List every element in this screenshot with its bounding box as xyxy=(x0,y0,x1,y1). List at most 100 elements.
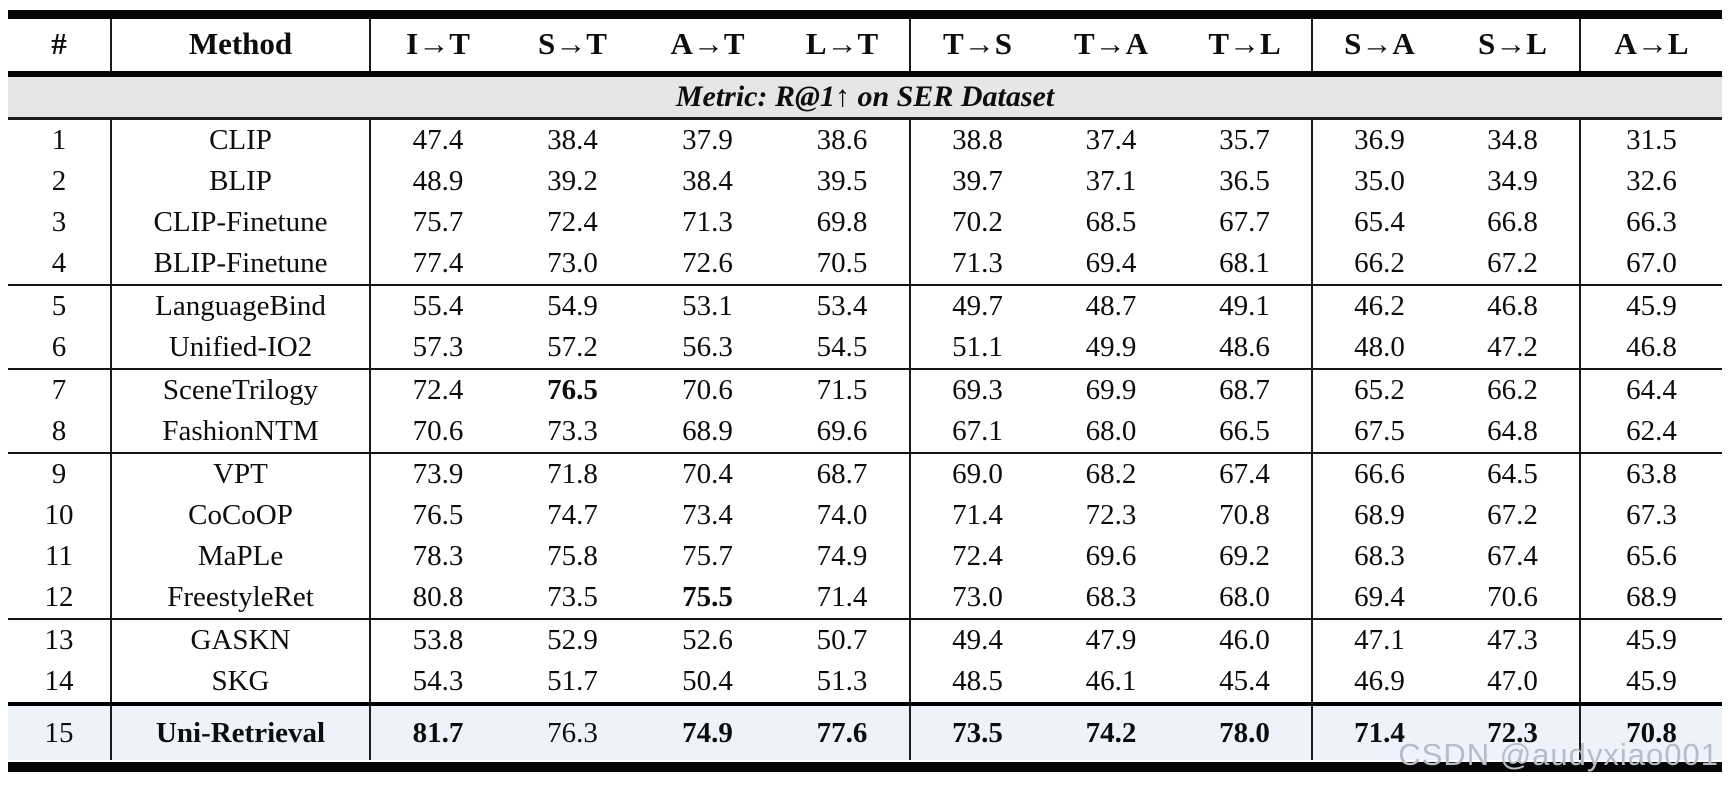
value-cell: 68.3 xyxy=(1354,540,1405,572)
value-cell: 46.9 xyxy=(1312,661,1446,706)
value-cell: 47.2 xyxy=(1446,327,1581,370)
col-header-s-t: S→T xyxy=(505,10,640,77)
row-num: 12 xyxy=(8,577,112,620)
value-cell: 70.8 xyxy=(1580,704,1722,760)
value-cell: 38.4 xyxy=(682,165,733,197)
results-table-container: # Method I→T S→T A→T L→T T→S T→A T→L S→A… xyxy=(8,10,1722,772)
method-cell: CLIP-Finetune xyxy=(111,202,371,243)
col-header-s-a: S→A xyxy=(1312,10,1446,77)
value-cell: 66.2 xyxy=(1446,369,1581,411)
metric-caption: Metric: R@1↑ on SER Dataset xyxy=(8,74,1722,120)
value-cell: 35.7 xyxy=(1178,118,1313,161)
value-cell: 38.6 xyxy=(775,118,911,161)
value-cell: 70.6 xyxy=(682,374,733,406)
value-cell: 57.3 xyxy=(370,327,505,370)
row-num: 13 xyxy=(8,619,112,661)
value-cell: 67.2 xyxy=(1446,243,1581,286)
value-cell: 68.3 xyxy=(1044,577,1178,620)
value-cell: 67.7 xyxy=(1178,202,1313,243)
value-cell: 75.7 xyxy=(412,206,464,238)
value-cell: 67.1 xyxy=(910,411,1044,454)
value-cell: 67.4 xyxy=(1446,536,1581,577)
value-cell: 68.7 xyxy=(775,453,911,495)
value-cell: 69.4 xyxy=(1312,577,1446,620)
value-cell: 67.2 xyxy=(1446,495,1581,536)
value-cell: 37.4 xyxy=(1085,124,1137,156)
value-cell: 53.4 xyxy=(775,285,911,327)
table-row: 14 SKG 54.3 51.7 50.4 51.3 48.5 46.1 45.4 46.9 47.… xyxy=(8,661,1722,706)
value-cell: 75.5 xyxy=(640,577,775,620)
value-cell: 70.6 xyxy=(1446,577,1581,620)
value-cell: 48.7 xyxy=(1085,290,1137,322)
row-num: 11 xyxy=(8,536,112,577)
col-header-l-t: L→T xyxy=(775,10,911,77)
value-cell: 69.4 xyxy=(1044,243,1178,286)
value-cell: 69.0 xyxy=(952,458,1003,490)
row-num: 2 xyxy=(8,161,112,202)
value-cell: 36.5 xyxy=(1178,161,1313,202)
value-cell: 49.9 xyxy=(1044,327,1178,370)
table-row: 1 CLIP 47.4 38.4 37.9 38.6 38.8 37.4 35.7 36.9 34.… xyxy=(8,118,1722,161)
value-cell: 68.9 xyxy=(1580,577,1722,620)
value-cell: 66.3 xyxy=(1626,206,1677,238)
method-cell: MaPLe xyxy=(111,536,371,577)
row-num: 7 xyxy=(8,369,112,411)
method-cell: Uni-Retrieval xyxy=(111,704,371,760)
table-row: 9 VPT 73.9 71.8 70.4 68.7 69.0 68.2 67.4 66.6 64.5… xyxy=(8,453,1722,495)
value-cell: 46.8 xyxy=(1580,327,1722,370)
value-cell: 46.0 xyxy=(1178,619,1313,661)
value-cell: 56.3 xyxy=(640,327,775,370)
method-cell: SKG xyxy=(111,661,371,706)
value-cell: 68.2 xyxy=(1085,458,1137,490)
method-cell: BLIP xyxy=(111,161,371,202)
value-cell: 70.4 xyxy=(682,458,733,490)
value-cell: 64.4 xyxy=(1626,374,1677,406)
value-cell: 51.1 xyxy=(910,327,1044,370)
value-cell: 45.4 xyxy=(1178,661,1313,706)
value-cell: 76.3 xyxy=(505,704,640,760)
value-cell: 50.4 xyxy=(640,661,775,706)
value-cell: 68.5 xyxy=(1085,206,1137,238)
value-cell: 69.6 xyxy=(775,411,911,454)
col-header-t-a: T→A xyxy=(1044,10,1178,77)
table-row: 7 SceneTrilogy 72.4 76.5 70.6 71.5 69.3 69.9 68.… xyxy=(8,369,1722,411)
value-cell: 67.4 xyxy=(1178,453,1313,495)
value-cell: 52.9 xyxy=(547,624,598,656)
value-cell: 71.4 xyxy=(952,499,1003,531)
value-cell: 78.0 xyxy=(1178,704,1313,760)
value-cell: 68.7 xyxy=(1178,369,1313,411)
value-cell: 71.3 xyxy=(682,206,733,238)
method-cell: GASKN xyxy=(111,619,371,661)
value-cell: 74.9 xyxy=(640,704,775,760)
value-cell: 36.9 xyxy=(1354,124,1405,156)
value-cell: 37.1 xyxy=(1085,165,1137,197)
col-header-method: Method xyxy=(111,10,371,77)
value-cell: 65.2 xyxy=(1354,374,1405,406)
row-num: 8 xyxy=(8,411,112,454)
value-cell: 74.7 xyxy=(547,499,598,531)
table-row: 15 Uni-Retrieval 81.7 76.3 74.9 77.6 73.5 74.2 7… xyxy=(8,704,1722,760)
value-cell: 69.2 xyxy=(1178,536,1313,577)
watermark: CSDN @audyxiao001 xyxy=(1398,737,1719,772)
value-cell: 39.5 xyxy=(775,161,911,202)
value-cell: 54.9 xyxy=(547,290,598,322)
value-cell: 68.0 xyxy=(1044,411,1178,454)
value-cell: 66.8 xyxy=(1446,202,1581,243)
value-cell: 34.9 xyxy=(1446,161,1581,202)
value-cell: 66.6 xyxy=(1354,458,1405,490)
value-cell: 39.7 xyxy=(952,165,1003,197)
row-num: 5 xyxy=(8,285,112,327)
col-header-t-s: T→S xyxy=(910,10,1044,77)
row-num: 15 xyxy=(8,704,112,760)
value-cell: 38.8 xyxy=(952,124,1003,156)
value-cell: 37.9 xyxy=(682,124,733,156)
value-cell: 67.5 xyxy=(1312,411,1446,454)
value-cell: 62.4 xyxy=(1580,411,1722,454)
method-cell: Unified-IO2 xyxy=(111,327,371,370)
value-cell: 73.5 xyxy=(505,577,640,620)
row-num: 1 xyxy=(8,118,112,161)
value-cell: 72.4 xyxy=(412,374,464,406)
col-header-index: # xyxy=(8,10,112,77)
value-cell: 57.2 xyxy=(505,327,640,370)
value-cell: 68.9 xyxy=(1354,499,1405,531)
